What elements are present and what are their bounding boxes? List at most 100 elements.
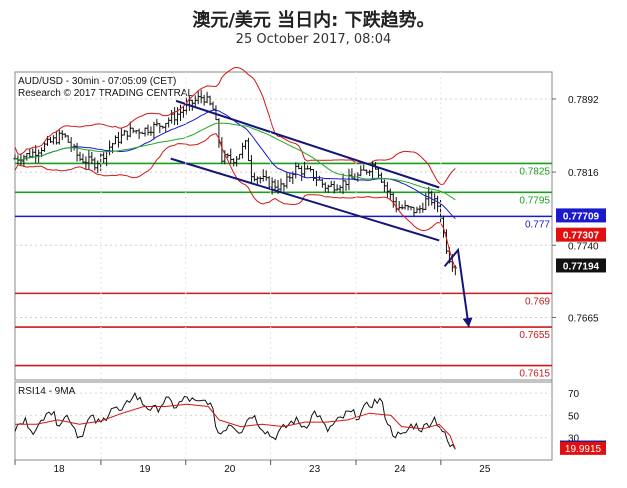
price-bar: [329, 180, 333, 188]
rsi-tick-label: 70: [568, 389, 580, 400]
price-badge-label: 0.77709: [563, 211, 600, 222]
price-bar: [208, 95, 212, 106]
symbol-label: AUD/USD - 30min - 07:05:09 (CET): [18, 76, 176, 87]
price-bar: [149, 126, 153, 136]
price-bar: [341, 173, 345, 195]
price-bar: [305, 165, 310, 170]
price-bar: [308, 166, 313, 172]
price-bar: [344, 180, 348, 191]
price-bar: [96, 160, 100, 174]
price-bar: [232, 158, 236, 167]
rsi-plot-area: [14, 381, 553, 461]
price-bar: [78, 151, 82, 162]
price-bar: [285, 172, 289, 189]
price-bar: [202, 94, 206, 106]
x-tick-label: 24: [394, 464, 406, 475]
price-bar: [175, 107, 180, 126]
price-bar: [415, 206, 419, 214]
price-bar: [205, 91, 209, 104]
x-tick-label: 25: [479, 464, 491, 475]
bollinger-upper-band: [14, 66, 456, 185]
price-bar: [427, 186, 431, 206]
price-bar: [181, 106, 186, 118]
price-bar: [362, 164, 366, 171]
price-bar: [359, 165, 363, 177]
price-bar: [158, 123, 162, 134]
price-bar: [134, 130, 138, 134]
price-bar: [51, 135, 56, 145]
rsi-badge-box: [560, 441, 606, 455]
price-bar: [214, 105, 218, 121]
level-label: 0.769: [525, 296, 550, 307]
price-bar: [314, 170, 319, 187]
price-bar: [140, 131, 144, 134]
x-tick-label: 19: [139, 464, 151, 475]
price-bar: [75, 142, 79, 162]
price-bar: [421, 202, 425, 213]
price-bar: [152, 121, 156, 140]
price-bar: [143, 127, 147, 137]
price-bar: [255, 176, 259, 186]
price-bar: [238, 153, 242, 160]
price-bar: [300, 165, 304, 182]
report-title: 澳元/美元 当日内: 下跌趋势。: [192, 10, 435, 31]
price-bar: [403, 200, 407, 210]
price-bar: [433, 193, 437, 210]
price-bar: [54, 130, 58, 145]
price-bar: [400, 204, 404, 210]
price-tick-label: 0.7740: [568, 241, 599, 252]
price-bar: [113, 135, 118, 145]
price-bar: [128, 121, 132, 138]
price-bar: [229, 148, 233, 164]
price-bar: [125, 130, 129, 141]
price-bar: [178, 104, 183, 122]
rsi-badge-label: 19.9915: [565, 444, 602, 455]
rsi-tick-label: 50: [568, 411, 580, 422]
price-bar: [379, 172, 384, 183]
price-bar: [326, 184, 330, 193]
price-bar: [66, 135, 70, 143]
price-bar: [252, 172, 256, 182]
price-bar: [131, 127, 135, 134]
price-bar: [338, 185, 342, 193]
price-bar: [22, 154, 26, 167]
report-date: 25 October 2017, 08:04: [235, 32, 392, 47]
price-bar: [385, 181, 389, 199]
channel-upper-line: [175, 99, 440, 189]
price-tick-label: 0.7816: [568, 168, 599, 179]
price-bar: [376, 167, 381, 178]
price-bar: [382, 179, 387, 193]
level-label: 0.7825: [519, 166, 550, 177]
price-bar: [406, 204, 410, 211]
level-label: 0.7615: [519, 369, 550, 380]
price-bar: [87, 149, 91, 170]
price-bar: [391, 192, 395, 208]
price-bar: [60, 130, 64, 141]
price-bar: [81, 153, 85, 164]
level-label: 0.7655: [519, 330, 550, 341]
price-bar: [409, 206, 413, 211]
price-bar: [199, 89, 203, 104]
price-bar: [57, 129, 61, 145]
price-bar: [332, 180, 336, 194]
price-bar: [418, 205, 422, 214]
price-bar: [167, 117, 171, 128]
price-badge: 0.77307: [556, 227, 606, 242]
price-bar: [102, 152, 106, 164]
price-bar: [261, 169, 265, 182]
price-bar: [258, 176, 262, 184]
price-bar: [84, 156, 88, 170]
price-bar: [170, 110, 174, 124]
price-bar: [317, 175, 321, 181]
price-bar: [388, 188, 392, 201]
projection-path: [443, 247, 470, 328]
projection-arrowhead: [462, 317, 473, 328]
price-bar: [273, 179, 277, 190]
price-bar: [28, 148, 32, 158]
price-bar: [412, 206, 416, 217]
rsi-tick-label: 30: [568, 434, 580, 445]
price-bar: [323, 182, 327, 193]
report-header: 澳元/美元 当日内: 下跌趋势。 25 October 2017, 08:04: [0, 0, 627, 60]
price-bar: [288, 172, 292, 183]
price-badge-label: 0.77194: [563, 261, 600, 272]
